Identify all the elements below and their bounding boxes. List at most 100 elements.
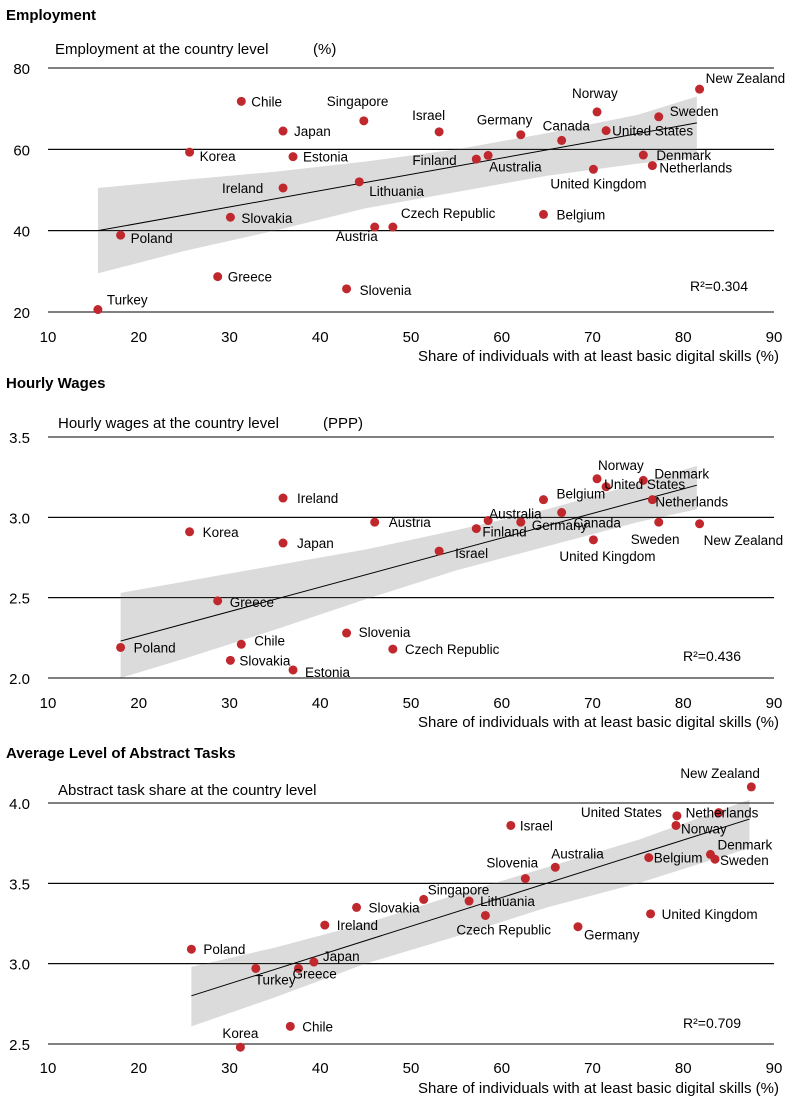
data-point <box>644 853 654 863</box>
data-point <box>588 164 598 174</box>
data-point <box>293 963 303 973</box>
data-point <box>309 957 319 967</box>
data-point <box>480 910 490 920</box>
data-point <box>278 538 288 548</box>
x-tick-label: 80 <box>675 1060 692 1077</box>
point-label: United States <box>612 124 693 139</box>
data-point <box>93 305 103 315</box>
point-label: Greece <box>228 270 272 285</box>
point-label: Netherlands <box>659 161 732 176</box>
point-label: Japan <box>323 949 360 964</box>
x-tick-label: 80 <box>675 695 692 712</box>
y-tick-label: 2.5 <box>9 1037 30 1054</box>
data-point <box>601 482 611 492</box>
point-label: Finland <box>412 153 456 168</box>
x-tick-label: 70 <box>584 695 601 712</box>
panel-title: Average Level of Abstract Tasks <box>6 745 236 762</box>
point-label: Singapore <box>327 94 389 109</box>
point-label: Norway <box>572 86 618 101</box>
data-point <box>538 495 548 505</box>
point-label: United Kingdom <box>559 549 655 564</box>
point-label: New Zealand <box>680 766 760 781</box>
x-tick-label: 60 <box>493 695 510 712</box>
x-tick-label: 20 <box>130 695 147 712</box>
data-point <box>746 782 756 792</box>
data-point <box>520 874 530 884</box>
data-point <box>654 112 664 122</box>
data-point <box>236 639 246 649</box>
chart-panel-1: Employment Employment at the country leve… <box>6 7 785 365</box>
point-label: Poland <box>131 231 173 246</box>
chart-title-unit: (%) <box>313 41 336 58</box>
point-label: Germany <box>584 928 640 943</box>
x-axis-label: Share of individuals with at least basic… <box>418 1080 779 1097</box>
point-label: Ireland <box>337 918 378 933</box>
y-tick-label: 2.0 <box>9 671 30 688</box>
data-point <box>654 517 664 527</box>
data-point <box>116 642 126 652</box>
x-tick-label: 30 <box>221 1060 238 1077</box>
data-point <box>359 116 369 126</box>
data-point <box>419 894 429 904</box>
point-label: Slovenia <box>360 283 412 298</box>
point-label: United States <box>604 477 685 492</box>
confidence-band <box>191 799 750 1027</box>
y-tick-label: 3.5 <box>9 430 30 447</box>
point-label: Ireland <box>297 491 338 506</box>
point-label: Netherlands <box>686 806 759 821</box>
data-point <box>671 820 681 830</box>
point-label: Israel <box>455 546 488 561</box>
data-point <box>483 516 493 526</box>
data-point <box>352 902 362 912</box>
data-point <box>471 154 481 164</box>
fit-line <box>97 122 697 232</box>
x-axis-label: Share of individuals with at least basic… <box>418 348 779 365</box>
point-label: Denmark <box>656 148 711 163</box>
point-label: Poland <box>203 942 245 957</box>
x-tick-label: 60 <box>493 1060 510 1077</box>
point-label: Netherlands <box>655 495 728 510</box>
x-tick-label: 40 <box>312 1060 329 1077</box>
data-point <box>285 1021 295 1031</box>
point-label: Turkey <box>107 293 148 308</box>
point-label: Chile <box>251 94 282 109</box>
data-point <box>714 808 724 818</box>
point-label: Chile <box>302 1019 333 1034</box>
y-tick-label: 4.0 <box>9 796 30 813</box>
point-label: Greece <box>292 966 336 981</box>
data-point <box>388 644 398 654</box>
x-tick-label: 20 <box>130 1060 147 1077</box>
data-point <box>185 147 195 157</box>
point-label: Australia <box>489 507 542 522</box>
panel-title: Employment <box>6 7 96 24</box>
x-tick-label: 60 <box>493 329 510 346</box>
data-point <box>516 517 526 527</box>
y-tick-label: 20 <box>13 305 30 322</box>
x-tick-label: 90 <box>766 1060 783 1077</box>
panel-title: Hourly Wages <box>6 375 105 392</box>
y-tick-label: 80 <box>13 61 30 78</box>
data-point <box>550 862 560 872</box>
point-label: Germany <box>477 113 533 128</box>
data-point <box>557 508 567 518</box>
point-label: Korea <box>200 149 237 164</box>
data-point <box>646 909 656 919</box>
y-tick-label: 2.5 <box>9 591 30 608</box>
point-label: Finland <box>482 525 526 540</box>
x-tick-label: 10 <box>40 695 57 712</box>
point-label: Israel <box>520 818 553 833</box>
point-label: United Kingdom <box>662 907 758 922</box>
data-point <box>186 944 196 954</box>
point-label: United States <box>581 805 662 820</box>
chart-title-unit: (PPP) <box>323 415 363 432</box>
data-point <box>278 126 288 136</box>
data-point <box>506 820 516 830</box>
point-label: Canada <box>574 516 622 531</box>
point-label: Canada <box>543 118 591 133</box>
point-label: Slovakia <box>241 211 293 226</box>
point-label: Estonia <box>303 150 349 165</box>
point-label: Sweden <box>670 104 719 119</box>
r-squared-label: R²=0.436 <box>683 648 741 664</box>
confidence-band <box>97 96 697 274</box>
data-point <box>342 284 352 294</box>
